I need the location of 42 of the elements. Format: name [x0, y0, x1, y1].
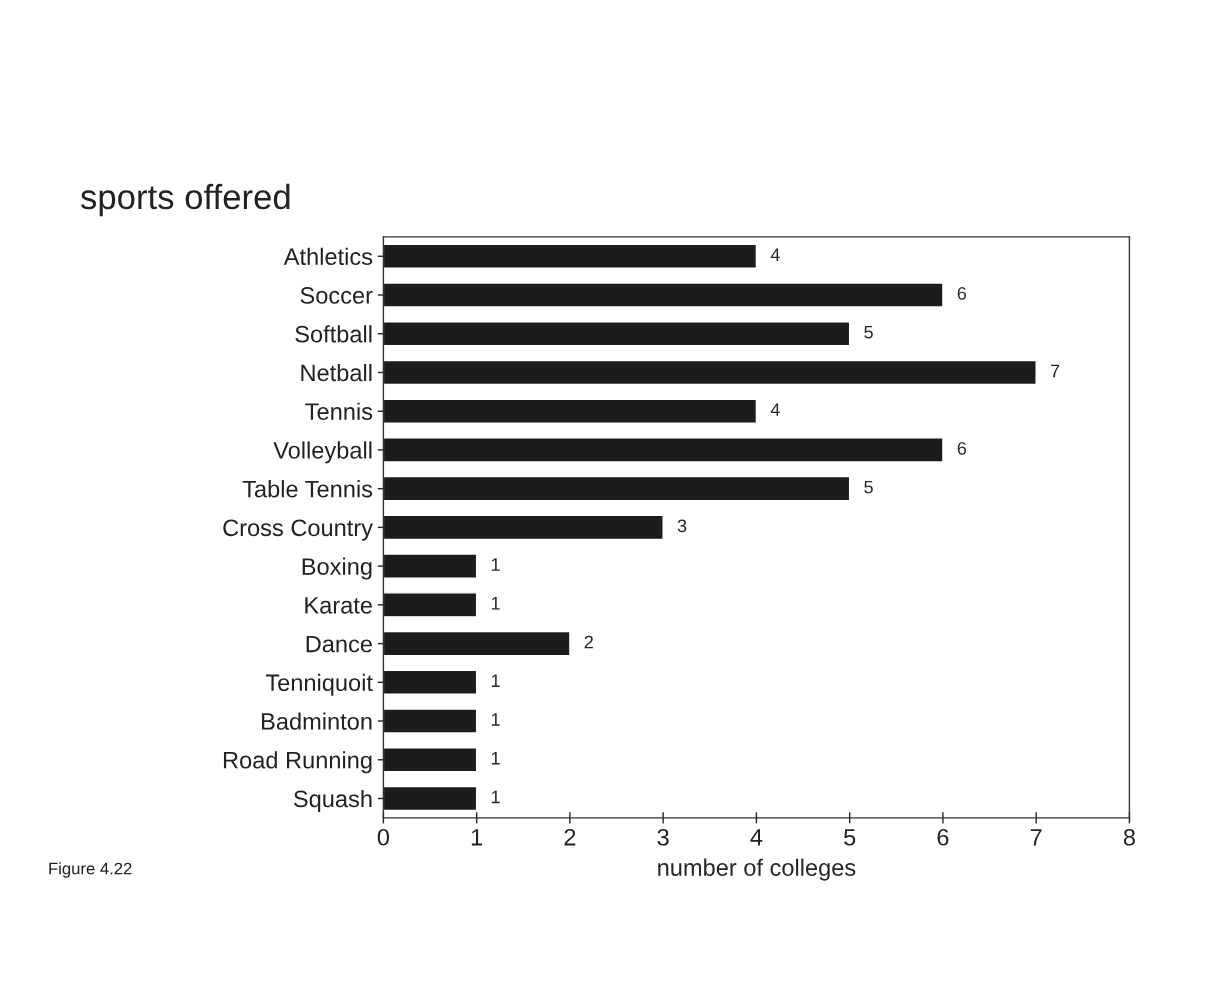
y-tick-label: Road Running: [223, 751, 372, 774]
y-tick-label: Netball: [301, 363, 372, 382]
y-tick-label: Athletics: [283, 247, 373, 266]
y-tick-label: Squash: [293, 789, 372, 812]
data-label: 5: [864, 325, 873, 339]
x-axis-title: number of colleges: [658, 858, 856, 881]
y-tick-label: Tennis: [305, 402, 373, 420]
x-tick-label: 2: [564, 828, 576, 846]
x-tick-label: 0: [377, 828, 390, 846]
y-tick-label: Volleyball: [273, 441, 372, 464]
y-tick-label: Soccer: [300, 287, 373, 304]
x-tick-label: 5: [844, 829, 856, 846]
y-tick-label: Cross Country: [223, 519, 373, 541]
data-label: 1: [491, 713, 500, 726]
x-tick-label: 7: [1030, 829, 1042, 846]
data-label: 4: [770, 403, 780, 416]
y-tick-label: Tenniquoit: [265, 673, 373, 696]
data-label: 1: [491, 752, 500, 765]
y-tick-label: Boxing: [302, 557, 372, 580]
x-tick-label: 1: [471, 829, 483, 846]
x-tick-label: 4: [750, 829, 763, 846]
y-tick-label: Karate: [305, 597, 372, 614]
y-tick-label: Softball: [295, 325, 372, 343]
data-label: 6: [957, 441, 967, 455]
data-label: 1: [491, 790, 500, 804]
x-tick-label: 6: [937, 828, 949, 846]
data-label: 1: [491, 558, 500, 571]
data-label: 3: [677, 519, 687, 533]
x-tick-label: 8: [1123, 828, 1135, 846]
y-tick-label: Badminton: [262, 712, 372, 730]
data-label: 2: [584, 635, 593, 649]
data-label: 5: [864, 480, 873, 494]
data-label: 4: [770, 248, 780, 261]
data-label: 6: [957, 287, 967, 300]
x-tick-label: 3: [657, 828, 669, 846]
y-tick-label: Dance: [306, 635, 372, 653]
chart-title: sports offered: [80, 183, 290, 217]
data-label: 1: [491, 597, 500, 610]
caption: Figure 4.22: [49, 862, 132, 878]
data-label: 7: [1050, 364, 1060, 378]
y-tick-label: Table Tennis: [242, 480, 373, 498]
data-label: 1: [491, 674, 500, 687]
